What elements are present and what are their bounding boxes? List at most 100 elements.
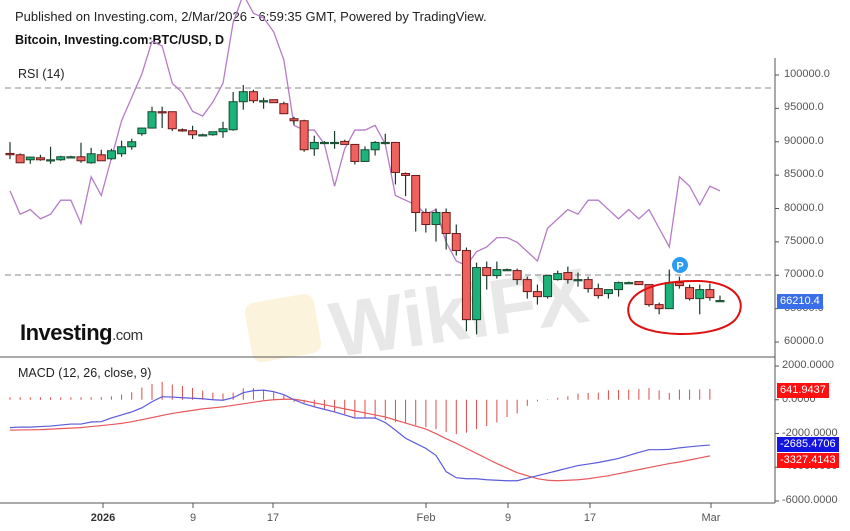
candle-body — [289, 118, 299, 122]
price-tick-label: 80000.0 — [784, 201, 824, 214]
candle-body — [259, 100, 269, 103]
investing-logo: Investing.com — [20, 320, 143, 346]
candle-body — [472, 267, 482, 321]
rsi-pane-label: RSI (14) — [18, 67, 65, 81]
watermark-logo-icon — [244, 293, 322, 363]
annotation-ellipse — [627, 279, 742, 335]
time-tick-label: 17 — [266, 512, 280, 524]
candle-body — [674, 282, 684, 287]
price-tick-label: 100000.0 — [784, 68, 830, 80]
candle-body — [117, 146, 127, 155]
candle-body — [482, 267, 492, 277]
signal-value-tag: -3327.4143 — [777, 453, 839, 468]
candle-body — [238, 91, 248, 103]
candle-body — [441, 212, 451, 235]
candle-body — [563, 272, 573, 281]
watermark: WikiFX — [324, 251, 593, 374]
candle-body — [715, 300, 725, 303]
marker-p-icon — [672, 257, 688, 273]
candle-body — [309, 141, 319, 150]
price-tick-label: 75000.0 — [784, 234, 824, 247]
candle-body — [248, 91, 258, 102]
candle-body — [198, 134, 208, 137]
price-tick-label: 85000.0 — [784, 168, 824, 181]
candle-body — [299, 120, 309, 151]
candle-body — [35, 157, 45, 161]
candle-body — [390, 141, 400, 173]
candle-body — [553, 273, 563, 281]
histogram-value-tag: 641.9437 — [777, 383, 829, 398]
price-tick-label: 60000.0 — [784, 335, 824, 347]
candle-body — [360, 149, 370, 162]
candle-body — [573, 279, 583, 282]
candle-body — [15, 154, 25, 164]
candle-body — [269, 99, 279, 104]
candle-body — [167, 111, 177, 130]
candle-body — [137, 127, 147, 135]
time-tick-label: Feb — [416, 512, 436, 524]
candle-body — [593, 288, 603, 297]
time-tick-label: 17 — [583, 512, 597, 524]
candle-body — [614, 282, 624, 291]
candle-body — [380, 141, 390, 145]
candle-body — [127, 141, 137, 148]
candle-body — [695, 289, 705, 300]
candle-body — [411, 174, 421, 214]
candle-body — [492, 269, 502, 277]
candle-body — [685, 287, 695, 300]
candle-body — [350, 143, 360, 162]
candle-body — [624, 282, 634, 285]
candle-body — [340, 140, 350, 145]
candle-body — [522, 279, 532, 293]
macd-value-tag: -2685.4706 — [777, 437, 839, 452]
candle-body — [228, 101, 238, 131]
candle-body — [603, 289, 613, 295]
macd-tick-label: -6000.0000 — [782, 494, 838, 506]
price-tick-label: 95000.0 — [784, 101, 824, 114]
macd-pane-label: MACD (12, 26, close, 9) — [18, 366, 152, 380]
candle-body — [76, 156, 86, 162]
candle-body — [5, 152, 15, 156]
time-tick-label: 2026 — [90, 512, 116, 524]
candle-body — [502, 269, 512, 272]
candle-body — [461, 250, 471, 321]
candle-body — [330, 141, 340, 145]
candle-body — [634, 281, 644, 286]
logo-suffix-text: .com — [112, 327, 143, 344]
candle-body — [401, 172, 411, 176]
candle-body — [451, 233, 461, 252]
candle-body — [46, 159, 56, 162]
candle-body — [512, 270, 522, 281]
candle-body — [208, 131, 218, 136]
time-tick-label: 9 — [189, 512, 197, 524]
candle-body — [421, 212, 431, 226]
candle-body — [644, 284, 654, 306]
candle-body — [86, 153, 96, 164]
candle-body — [157, 111, 167, 114]
candle-body — [147, 111, 157, 129]
candle-body — [705, 289, 715, 299]
published-info: Published on Investing.com, 2/Mar/2026 -… — [15, 9, 487, 24]
macd-tick-label: 2000.0000 — [782, 359, 834, 371]
candle-body — [654, 304, 664, 310]
candle-body — [96, 154, 106, 162]
logo-main-text: Investing — [20, 320, 113, 345]
candle-body — [664, 282, 674, 310]
rsi-line — [9, 0, 721, 267]
last-price-tag: 66210.4 — [777, 294, 823, 309]
candle-body — [188, 130, 198, 136]
macd-tick-label: -2000.0000 — [782, 426, 838, 439]
signal-line — [9, 398, 710, 482]
candle-body — [218, 128, 228, 133]
macd-line — [9, 389, 710, 482]
time-tick-label: Mar — [701, 512, 721, 524]
candle-body — [532, 291, 542, 298]
candle-body — [279, 103, 289, 115]
candle-body — [25, 156, 35, 161]
candle-body — [106, 150, 116, 160]
candle-body — [66, 156, 76, 159]
price-tick-label: 70000.0 — [784, 268, 824, 281]
candle-body — [431, 212, 441, 226]
candle-body — [543, 275, 553, 298]
